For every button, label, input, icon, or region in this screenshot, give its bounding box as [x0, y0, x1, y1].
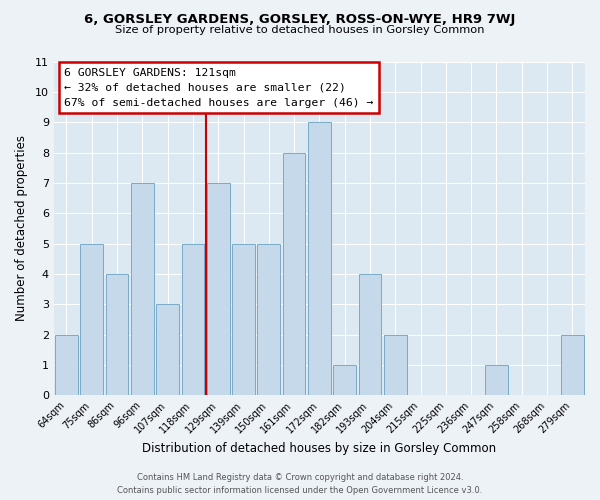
Text: 6, GORSLEY GARDENS, GORSLEY, ROSS-ON-WYE, HR9 7WJ: 6, GORSLEY GARDENS, GORSLEY, ROSS-ON-WYE… [85, 12, 515, 26]
Bar [561, 334, 584, 395]
Bar [106, 274, 128, 395]
Y-axis label: Number of detached properties: Number of detached properties [15, 136, 28, 322]
Bar [359, 274, 382, 395]
X-axis label: Distribution of detached houses by size in Gorsley Common: Distribution of detached houses by size … [142, 442, 496, 455]
Bar [131, 183, 154, 395]
Bar [283, 152, 305, 395]
Bar [182, 244, 205, 395]
Bar [308, 122, 331, 395]
Text: Size of property relative to detached houses in Gorsley Common: Size of property relative to detached ho… [115, 25, 485, 35]
Bar [55, 334, 78, 395]
Bar [80, 244, 103, 395]
Bar [334, 365, 356, 395]
Bar [257, 244, 280, 395]
Bar [232, 244, 255, 395]
Bar [384, 334, 407, 395]
Bar [156, 304, 179, 395]
Text: 6 GORSLEY GARDENS: 121sqm
← 32% of detached houses are smaller (22)
67% of semi-: 6 GORSLEY GARDENS: 121sqm ← 32% of detac… [64, 68, 374, 108]
Text: Contains HM Land Registry data © Crown copyright and database right 2024.
Contai: Contains HM Land Registry data © Crown c… [118, 474, 482, 495]
Bar [207, 183, 230, 395]
Bar [485, 365, 508, 395]
